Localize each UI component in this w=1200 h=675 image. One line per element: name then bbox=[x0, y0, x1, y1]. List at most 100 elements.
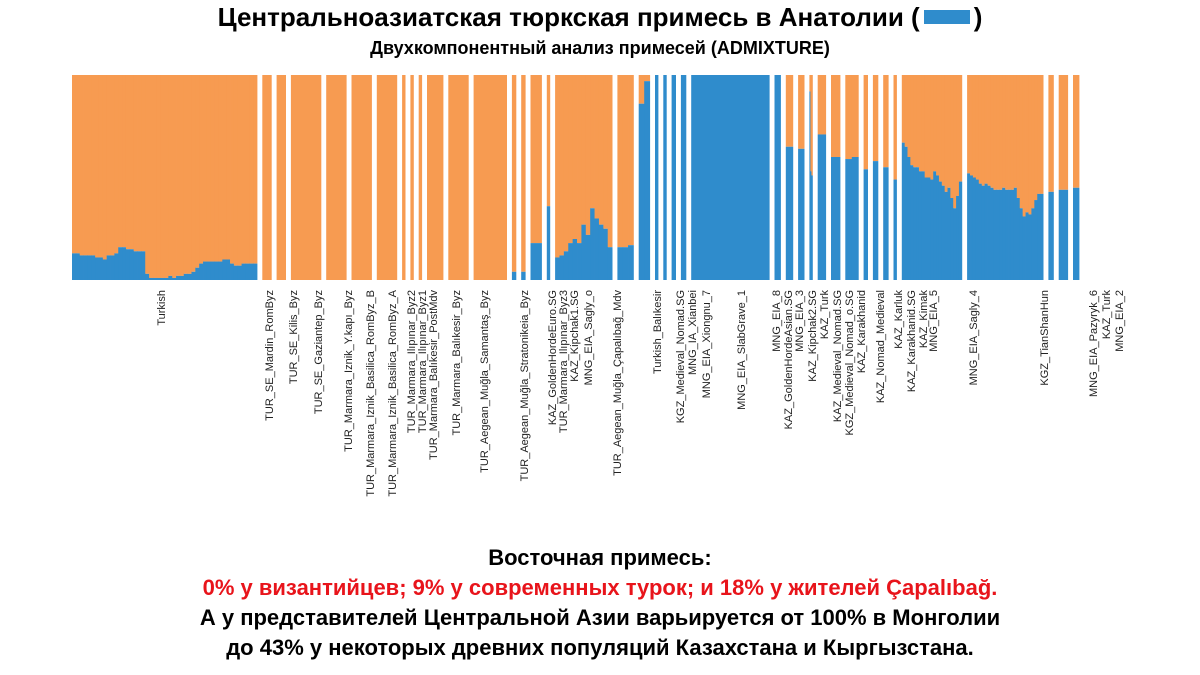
tick-label: TUR_Aegean_Muğla_Samantaş_Byz bbox=[479, 290, 491, 473]
bar-west bbox=[785, 75, 794, 147]
bar-west bbox=[644, 75, 651, 82]
bar-east bbox=[993, 189, 997, 280]
bar-west bbox=[473, 75, 507, 280]
bar-east bbox=[218, 261, 223, 280]
bar-west bbox=[975, 75, 980, 180]
tick-label: TUR_Marmara_Ilıpınar_Byz3 bbox=[558, 290, 570, 433]
bar-west bbox=[133, 75, 138, 252]
population-25 bbox=[774, 75, 781, 280]
bar-east bbox=[164, 277, 169, 280]
bar-west bbox=[176, 75, 181, 276]
bar-east bbox=[156, 277, 162, 280]
bar-west bbox=[603, 75, 609, 229]
bar-west bbox=[210, 75, 215, 262]
bar-west bbox=[1073, 75, 1080, 188]
bar-east bbox=[233, 265, 239, 280]
population-34 bbox=[883, 75, 889, 280]
tick-label: TUR_Marmara_Iznik_Y.kapı_Byz bbox=[343, 290, 355, 452]
bar-west bbox=[203, 75, 208, 262]
bar-east bbox=[253, 263, 258, 280]
bar-west bbox=[91, 75, 96, 256]
bar-east bbox=[785, 146, 794, 280]
bar-east bbox=[559, 255, 565, 280]
bar-east bbox=[210, 261, 215, 280]
population-9 bbox=[418, 75, 423, 280]
bar-west bbox=[125, 75, 131, 250]
bar-east bbox=[953, 208, 957, 280]
population-18 bbox=[617, 75, 634, 280]
tick-label: TUR_Marmara_Iznik_Basilica_RomByz_B bbox=[365, 290, 377, 497]
footer-range-1: А у представителей Центральной Азии варь… bbox=[199, 605, 1001, 630]
bar-west bbox=[206, 75, 212, 262]
bar-west bbox=[1010, 75, 1015, 190]
bar-east bbox=[598, 224, 604, 280]
bar-east bbox=[572, 239, 578, 280]
bar-east bbox=[970, 175, 974, 280]
population-35 bbox=[893, 75, 897, 280]
bar-west bbox=[563, 75, 569, 252]
bar-east bbox=[195, 267, 200, 280]
bar-east bbox=[594, 218, 600, 280]
bar-east bbox=[671, 75, 676, 280]
bar-east bbox=[555, 257, 560, 280]
bar-west bbox=[156, 75, 162, 278]
bar-west bbox=[809, 75, 811, 92]
bar-east bbox=[958, 181, 963, 280]
tick-label: KGZ_Medieval_Nomad_o.SG bbox=[844, 290, 856, 436]
chart-subtitle: Двухкомпонентный анализ примесей (ADMIXT… bbox=[370, 38, 830, 58]
bar-west bbox=[106, 75, 111, 256]
bar-west bbox=[883, 75, 889, 168]
tick-label: MNG_EIA_Pazyryk_6 bbox=[1088, 290, 1100, 397]
bar-east bbox=[98, 257, 104, 280]
bar-east bbox=[1013, 187, 1018, 280]
bar-west bbox=[168, 75, 173, 276]
bar-west bbox=[530, 75, 542, 244]
tick-label: TUR_Marmara_Ilıpınar_Byz1 bbox=[417, 290, 429, 433]
bar-east bbox=[1008, 189, 1012, 280]
bar-east bbox=[133, 251, 138, 280]
bar-west bbox=[590, 75, 595, 209]
bar-west bbox=[967, 75, 971, 174]
tick-label: MNG_EIA_2 bbox=[1114, 290, 1126, 352]
bar-east bbox=[617, 247, 624, 280]
bar-west bbox=[152, 75, 158, 278]
bar-west bbox=[990, 75, 994, 188]
bar-west bbox=[999, 75, 1003, 190]
bar-west bbox=[1037, 75, 1041, 194]
bar-west bbox=[863, 75, 868, 170]
chart-title-close: ) bbox=[973, 2, 983, 32]
bar-east bbox=[774, 75, 781, 280]
bar-east bbox=[75, 253, 81, 280]
bar-east bbox=[987, 185, 991, 280]
bar-east bbox=[172, 277, 177, 280]
bar-west bbox=[214, 75, 219, 262]
bar-east bbox=[149, 277, 154, 280]
bar-west bbox=[172, 75, 177, 278]
bar-east bbox=[655, 75, 659, 280]
bar-east bbox=[1002, 187, 1006, 280]
bar-east bbox=[546, 206, 551, 280]
bar-east bbox=[950, 198, 954, 280]
bar-east bbox=[125, 249, 131, 280]
bar-west bbox=[972, 75, 977, 178]
bar-west bbox=[927, 75, 931, 178]
bar-west bbox=[568, 75, 574, 244]
bar-west bbox=[521, 75, 526, 272]
bar-east bbox=[883, 167, 889, 280]
bar-east bbox=[930, 179, 934, 280]
bar-east bbox=[152, 277, 158, 280]
bar-west bbox=[981, 75, 986, 186]
bar-east bbox=[603, 228, 609, 280]
bar-west bbox=[978, 75, 983, 184]
bar-west bbox=[110, 75, 115, 256]
tick-label: TUR_Aegean_Muğla_Stratonikeia_Byz bbox=[519, 290, 531, 481]
bar-west bbox=[187, 75, 192, 274]
bar-east bbox=[1031, 208, 1035, 280]
tick-label: KAZ_Nomad_Medieval bbox=[875, 290, 887, 403]
bar-east bbox=[245, 263, 250, 280]
bar-west bbox=[95, 75, 100, 258]
population-0 bbox=[72, 75, 258, 280]
bar-east bbox=[1058, 189, 1069, 280]
chart-title: Центральноазиатская тюркская примесь в А… bbox=[0, 2, 1200, 33]
tick-label: TUR_Marmara_Balıkesir_PostMdv bbox=[428, 290, 440, 460]
